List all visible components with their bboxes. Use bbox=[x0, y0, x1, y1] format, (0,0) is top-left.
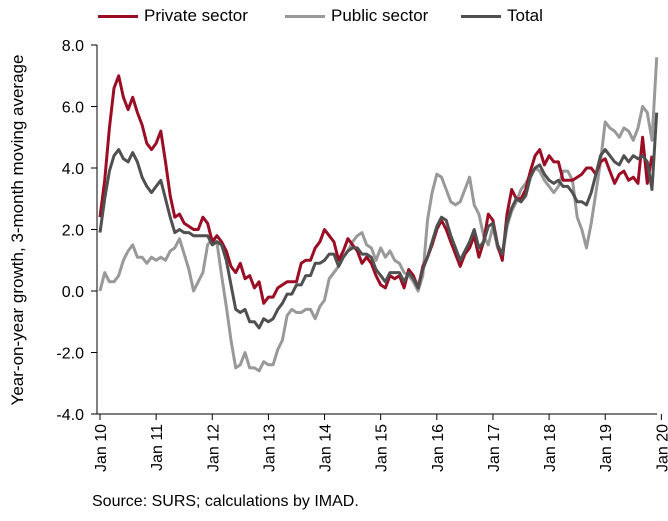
x-axis-ticks: Jan 10 Jan 11 Jan 12 Jan 13 Jan 14 Jan 15 Jan … bbox=[93, 414, 668, 472]
series-lines bbox=[98, 57, 659, 373]
y-tick-label: -2.0 bbox=[56, 346, 84, 363]
y-tick-label: 4.0 bbox=[62, 161, 84, 178]
y-tick-label: -4.0 bbox=[56, 407, 84, 424]
x-tick-label: Jan 12 bbox=[205, 424, 222, 472]
x-tick-label: Jan 18 bbox=[542, 424, 559, 472]
legend-swatch-private-sector bbox=[98, 14, 138, 18]
legend-swatch-public-sector bbox=[285, 14, 325, 18]
x-tick-label: Jan 20 bbox=[654, 424, 668, 472]
legend-swatch-total bbox=[461, 14, 501, 18]
legend-label-public-sector: Public sector bbox=[331, 6, 429, 25]
y-axis-ticks: -4.0 -2.0 0.0 2.0 4.0 6.0 8.0 bbox=[56, 38, 97, 424]
legend-item-total: Total bbox=[461, 6, 543, 26]
series-line-private-sector bbox=[98, 74, 654, 305]
y-tick-label: 8.0 bbox=[62, 38, 84, 55]
x-tick-label: Jan 13 bbox=[261, 424, 278, 472]
x-tick-label: Jan 16 bbox=[430, 424, 447, 472]
x-tick-label: Jan 19 bbox=[598, 424, 615, 472]
x-tick-label: Jan 11 bbox=[149, 424, 166, 471]
y-axis-label: Year-on-year growth, 3-month moving aver… bbox=[8, 55, 27, 406]
x-tick-label: Jan 17 bbox=[486, 424, 503, 472]
y-tick-label: 0.0 bbox=[62, 284, 84, 301]
legend-item-public-sector: Public sector bbox=[285, 6, 428, 26]
x-tick-label: Jan 10 bbox=[93, 424, 110, 472]
legend-item-private-sector: Private sector bbox=[98, 6, 248, 26]
y-tick-label: 2.0 bbox=[62, 223, 84, 240]
legend-label-private-sector: Private sector bbox=[144, 6, 248, 25]
y-tick-label: 6.0 bbox=[62, 100, 84, 117]
legend-label-total: Total bbox=[507, 6, 543, 25]
source-note: Source: SURS; calculations by IMAD. bbox=[92, 493, 359, 510]
series-line-total bbox=[98, 112, 659, 330]
x-tick-label: Jan 14 bbox=[318, 424, 335, 472]
x-tick-label: Jan 15 bbox=[374, 424, 391, 472]
series-line-public-sector bbox=[98, 57, 659, 373]
